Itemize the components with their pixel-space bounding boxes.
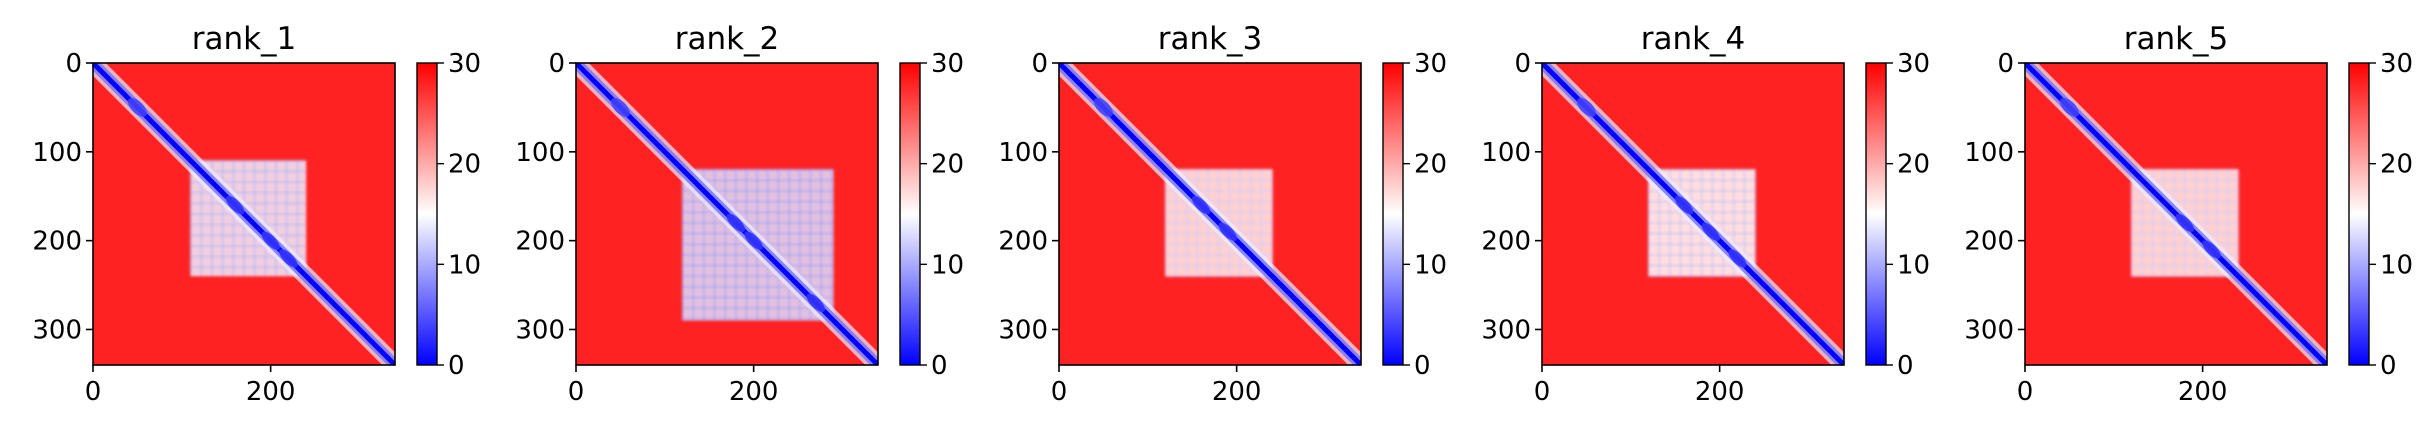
axes-frame [1541, 62, 1845, 366]
heatmap-panel-3: rank_3 0 200 0 100 200 300 0 10 20 30 [998, 21, 1447, 407]
y-tick-label: 300 [32, 315, 82, 345]
colorbar [2349, 63, 2369, 365]
contact-blob [1191, 195, 1211, 215]
y-tick-label: 100 [1964, 138, 2014, 168]
x-tick-label: 0 [85, 377, 102, 407]
heatmap-panel-5: rank_5 0 200 0 100 200 300 0 10 20 30 [1964, 21, 2413, 407]
y-tick-label: 300 [1481, 315, 1531, 345]
colorbar-tick-label: 10 [1897, 250, 1930, 280]
contact-blob [744, 231, 763, 250]
colorbar-frame [899, 62, 921, 366]
contact-blob [1674, 195, 1694, 215]
y-tick-label: 0 [1997, 49, 2014, 79]
colorbar [417, 63, 437, 365]
y-tick-label: 300 [998, 315, 1048, 345]
heatmap-diagonal [1059, 63, 1361, 365]
contact-blob [1218, 222, 1237, 241]
colorbar-tick-label: 20 [1414, 150, 1447, 180]
colorbar [1383, 63, 1403, 365]
y-tick-label: 200 [1964, 227, 2014, 257]
panel-title: rank_1 [192, 21, 297, 57]
colorbar-frame [2348, 62, 2370, 366]
colorbar-tick-label: 10 [931, 250, 964, 280]
contact-blob [225, 195, 245, 215]
colorbar-tick-label: 0 [1414, 351, 1431, 381]
heatmap-diagonal [576, 63, 878, 365]
contact-blob [279, 249, 298, 268]
colorbar [1866, 63, 1886, 365]
heatmap-matrix [576, 63, 878, 365]
colorbar-tick-label: 10 [448, 250, 481, 280]
y-tick-label: 0 [548, 49, 565, 79]
axes-frame [92, 62, 396, 366]
contact-blob [2175, 213, 2195, 233]
colorbar-tick-label: 10 [2380, 250, 2413, 280]
x-tick-label: 200 [1695, 377, 1745, 407]
heatmap-diagonal [1542, 63, 1844, 365]
x-tick-label: 0 [568, 377, 585, 407]
y-tick-label: 100 [32, 138, 82, 168]
contact-blob [1728, 249, 1747, 268]
y-tick-label: 100 [515, 138, 565, 168]
panel-title: rank_3 [1158, 21, 1263, 57]
contact-blob [2202, 240, 2221, 259]
panel-title: rank_5 [2124, 21, 2229, 57]
colorbar-tick-label: 0 [448, 351, 465, 381]
colorbar-tick-label: 0 [931, 351, 948, 381]
y-tick-label: 0 [1031, 49, 1048, 79]
colorbar [900, 63, 920, 365]
colorbar-tick-label: 30 [1897, 49, 1930, 79]
heatmap-diagonal [2025, 63, 2327, 365]
x-tick-label: 200 [1212, 377, 1262, 407]
heatmap-panel-4: rank_4 0 200 0 100 200 300 0 10 20 30 [1481, 21, 1930, 407]
y-tick-label: 0 [65, 49, 82, 79]
colorbar-tick-label: 0 [2380, 351, 2397, 381]
heatmap-matrix [2025, 63, 2327, 365]
contact-blob [806, 293, 826, 313]
panel-title: rank_2 [675, 21, 780, 57]
y-tick-label: 200 [1481, 227, 1531, 257]
contact-blob [726, 213, 746, 233]
x-tick-label: 200 [729, 377, 779, 407]
colorbar-tick-label: 20 [931, 150, 964, 180]
heatmap-diagonal [93, 63, 395, 365]
colorbar-tick-label: 30 [931, 49, 964, 79]
x-tick-label: 200 [246, 377, 296, 407]
heatmap-matrix [1059, 63, 1361, 365]
colorbar-tick-label: 0 [1897, 351, 1914, 381]
colorbar-tick-label: 20 [1897, 150, 1930, 180]
y-tick-label: 0 [1514, 49, 1531, 79]
contact-blob [1701, 222, 1720, 241]
colorbar-frame [416, 62, 438, 366]
axes-frame [1058, 62, 1362, 366]
y-tick-label: 300 [515, 315, 565, 345]
x-tick-label: 0 [1051, 377, 1068, 407]
colorbar-frame [1865, 62, 1887, 366]
x-tick-label: 200 [2178, 377, 2228, 407]
colorbar-tick-label: 20 [2380, 150, 2413, 180]
heatmap-matrix [93, 63, 395, 365]
heatmap-matrix [1542, 63, 1844, 365]
colorbar-frame [1382, 62, 1404, 366]
colorbar-tick-label: 20 [448, 150, 481, 180]
axes-frame [2024, 62, 2328, 366]
y-tick-label: 300 [1964, 315, 2014, 345]
colorbar-tick-label: 30 [2380, 49, 2413, 79]
y-tick-label: 100 [998, 138, 1048, 168]
axes-frame [575, 62, 879, 366]
y-tick-label: 200 [998, 227, 1048, 257]
panel-title: rank_4 [1641, 21, 1746, 57]
x-tick-label: 0 [1534, 377, 1551, 407]
heatmap-panel-1: rank_1 0 200 0 100 200 300 0 10 20 30 [32, 21, 481, 407]
y-tick-label: 200 [515, 227, 565, 257]
contact-blob [261, 231, 280, 250]
colorbar-tick-label: 30 [1414, 49, 1447, 79]
colorbar-tick-label: 10 [1414, 250, 1447, 280]
y-tick-label: 100 [1481, 138, 1531, 168]
y-tick-label: 200 [32, 227, 82, 257]
heatmap-panel-2: rank_2 0 200 0 100 200 300 0 10 20 30 [515, 21, 964, 407]
x-tick-label: 0 [2017, 377, 2034, 407]
colorbar-tick-label: 30 [448, 49, 481, 79]
